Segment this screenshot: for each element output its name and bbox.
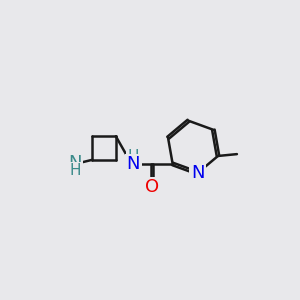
- Text: H: H: [128, 149, 139, 164]
- Text: N: N: [68, 154, 82, 172]
- Text: N: N: [127, 155, 140, 173]
- Text: O: O: [145, 178, 159, 196]
- Text: N: N: [191, 164, 204, 182]
- Text: H: H: [70, 163, 81, 178]
